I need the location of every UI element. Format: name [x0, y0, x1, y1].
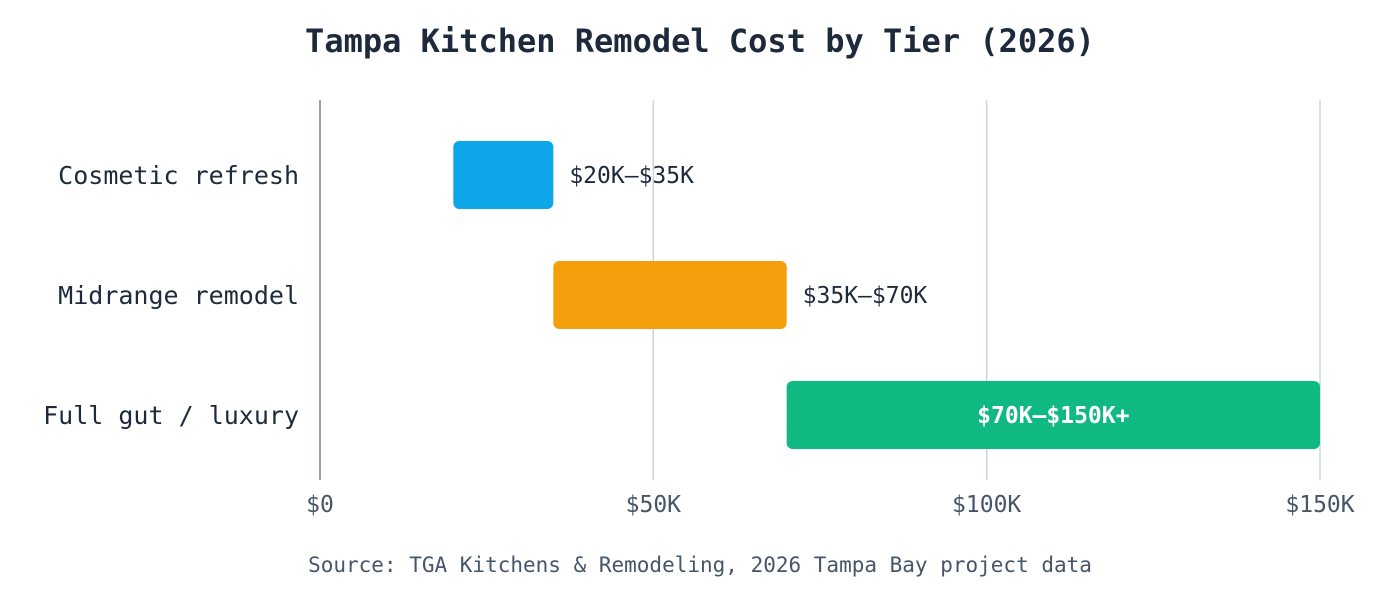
- range-bar: [786, 381, 1320, 449]
- data-label: $70K–$150K+: [977, 403, 1129, 429]
- bars: $20K–$35K $35K–$70K $70K–$150K+: [453, 141, 1320, 449]
- data-label: $35K–$70K: [803, 283, 928, 309]
- chart-title: Tampa Kitchen Remodel Cost by Tier (2026…: [305, 22, 1095, 60]
- category-label: Full gut / luxury: [43, 401, 299, 430]
- x-axis-ticks: $0 $50K $100K $150K: [306, 492, 1355, 518]
- category-labels: Cosmetic refresh Midrange remodel Full gut…: [43, 161, 299, 430]
- category-label: Cosmetic refresh: [58, 161, 299, 190]
- range-bar: [453, 141, 554, 209]
- category-label: Midrange remodel: [58, 281, 299, 310]
- x-tick-label: $100K: [952, 492, 1021, 518]
- range-bar: [553, 261, 787, 329]
- x-tick-label: $0: [306, 492, 334, 518]
- x-tick-label: $150K: [1285, 492, 1354, 518]
- x-tick-label: $50K: [626, 492, 682, 518]
- data-label: $20K–$35K: [569, 163, 694, 189]
- source-note: Source: TGA Kitchens & Remodeling, 2026 …: [308, 553, 1092, 577]
